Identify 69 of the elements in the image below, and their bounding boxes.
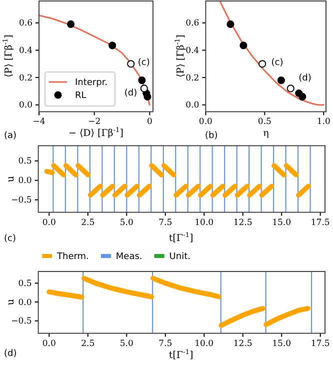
point [277,76,285,84]
x-tick-label: 0.5 [258,117,272,128]
annotation: (c) [138,58,150,68]
y-tick-label: 0.5 [18,278,32,289]
point [138,76,146,84]
point [298,92,306,100]
text: (d) [4,349,17,359]
x-axis-title: t[Γ$^{-1}$] [168,231,194,244]
annotation: (d) [124,88,138,99]
x-tick-label: 2.5 [81,218,95,228]
point [67,20,75,28]
x-tick-label: 0 [146,117,152,128]
y-tick-label: 0.2 [186,73,200,84]
annotation: (c) [271,58,284,68]
text: (a) [4,131,17,141]
x-axis-title: t[Γ$^{-1}$] [168,348,194,361]
x-tick-label: 5.0 [120,338,134,349]
point [127,60,135,68]
point [144,92,152,100]
text: (c) [4,234,16,244]
x-tick-label: 10.0 [194,218,214,228]
y-axis-title: u [5,298,16,306]
y-tick-label: 0.2 [18,73,32,84]
x-tick-label: 12.5 [233,218,252,228]
x-axis-title: − ⟨D⟩ [Γβ$^{-1}$] [68,126,124,139]
y-tick-label: 0.6 [18,18,32,29]
x-tick-label: 10.0 [194,338,214,349]
legend-label: Interpr. [75,78,108,88]
x-tick-label: 12.5 [233,338,252,349]
point [240,42,248,50]
x-tick-label: 15.0 [272,338,292,349]
x-tick-label: 2.5 [81,338,95,349]
legend-label: Meas. [116,252,142,262]
x-tick-label: 5.0 [120,218,134,228]
x-tick-label: −4 [32,117,46,128]
point [140,84,148,92]
x-tick-label: 7.5 [158,338,172,349]
line-series [39,14,150,106]
y-tick-label: 0.0 [18,176,32,186]
x-axis-title: η [263,128,270,139]
point [108,42,116,50]
y-axis-title: u [5,176,16,182]
y-tick-label: −0.5 [11,316,32,327]
y-tick-label: 0.4 [186,46,200,56]
point [258,60,266,68]
legend-label: Unit. [169,252,190,262]
line-series [219,1,324,106]
x-tick-label: 0.0 [198,117,212,128]
point [226,20,234,28]
x-tick-label: 17.5 [310,218,330,228]
x-tick-label: 0.0 [42,218,56,228]
x-tick-label: −2 [88,117,101,128]
y-tick-label: 0.4 [18,46,32,56]
point [286,84,294,92]
x-tick-label: 1.0 [316,117,330,128]
y-tick-label: −0.5 [11,196,32,206]
y-tick-label: 0.0 [186,100,200,111]
x-tick-label: 0.0 [42,338,56,349]
y-tick-label: 0.5 [18,156,32,167]
annotation: (d) [298,74,312,84]
legend-label: Therm. [56,252,89,262]
y-tick-label: 0.0 [18,298,32,308]
text: (b) [205,131,218,141]
y-tick-label: 0.0 [18,100,32,111]
y-tick-label: 0.6 [186,18,200,29]
legend-label: RL [75,91,86,102]
x-tick-label: 15.0 [272,218,292,228]
x-tick-label: 17.5 [310,338,330,349]
x-tick-label: 7.5 [158,218,172,228]
